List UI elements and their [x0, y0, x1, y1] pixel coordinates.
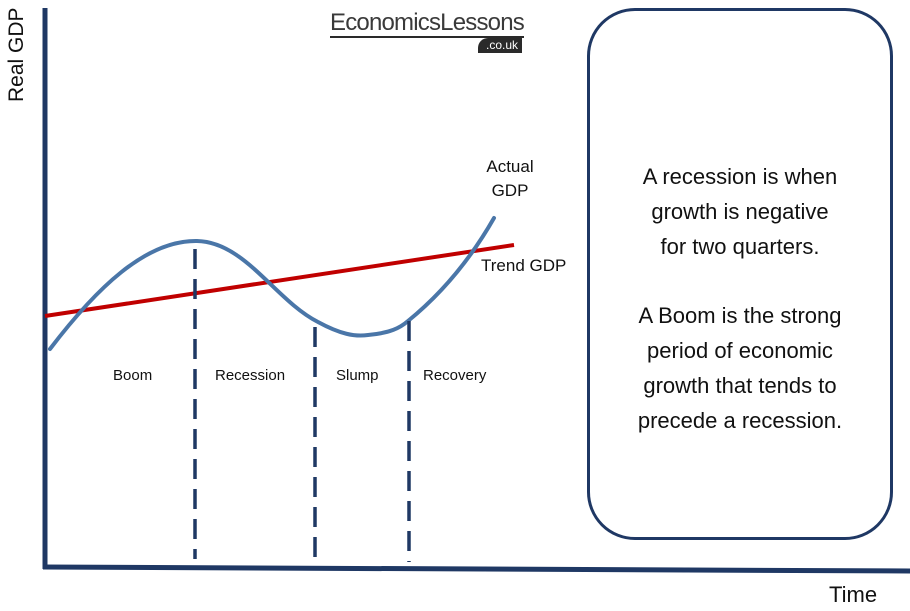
recession-definition-line: A recession is when — [642, 164, 838, 189]
boom-definition: A Boom is the strong period of economic … — [590, 298, 890, 438]
logo-domain: .co.uk — [477, 38, 522, 53]
boom-definition-line: growth that tends to — [643, 373, 837, 398]
actual-gdp-curve — [48, 216, 496, 351]
definition-box: A recession is when growth is negative f… — [587, 8, 893, 540]
phase-label-recession: Recession — [215, 367, 286, 384]
trend-gdp-line — [44, 243, 515, 318]
recession-definition: A recession is when growth is negative f… — [590, 159, 890, 264]
boom-definition-line: period of economic — [647, 338, 833, 363]
phase-label-recovery: Recovery — [423, 367, 487, 384]
logo-text: EconomicsLessons — [330, 9, 525, 38]
phase-label-boom: Boom — [113, 367, 153, 384]
boom-definition-line: A Boom is the strong — [638, 303, 842, 328]
trend-gdp-label: Trend GDP — [481, 256, 567, 275]
x-axis-label: Time — [829, 582, 878, 607]
recession-definition-line: growth is negative — [651, 199, 829, 224]
boom-definition-line: precede a recession. — [637, 408, 843, 433]
x-axis — [42, 564, 910, 574]
y-axis-label: Real GDP — [5, 7, 28, 102]
actual-gdp-label-line2: GDP — [491, 181, 529, 200]
phase-label-slump: Slump — [336, 367, 379, 384]
actual-gdp-label: Actual GDP — [480, 155, 540, 203]
actual-gdp-label-line1: Actual — [486, 157, 534, 176]
recession-definition-line: for two quarters. — [660, 234, 820, 259]
economicslessons-logo: EconomicsLessons .co.uk — [330, 9, 525, 53]
